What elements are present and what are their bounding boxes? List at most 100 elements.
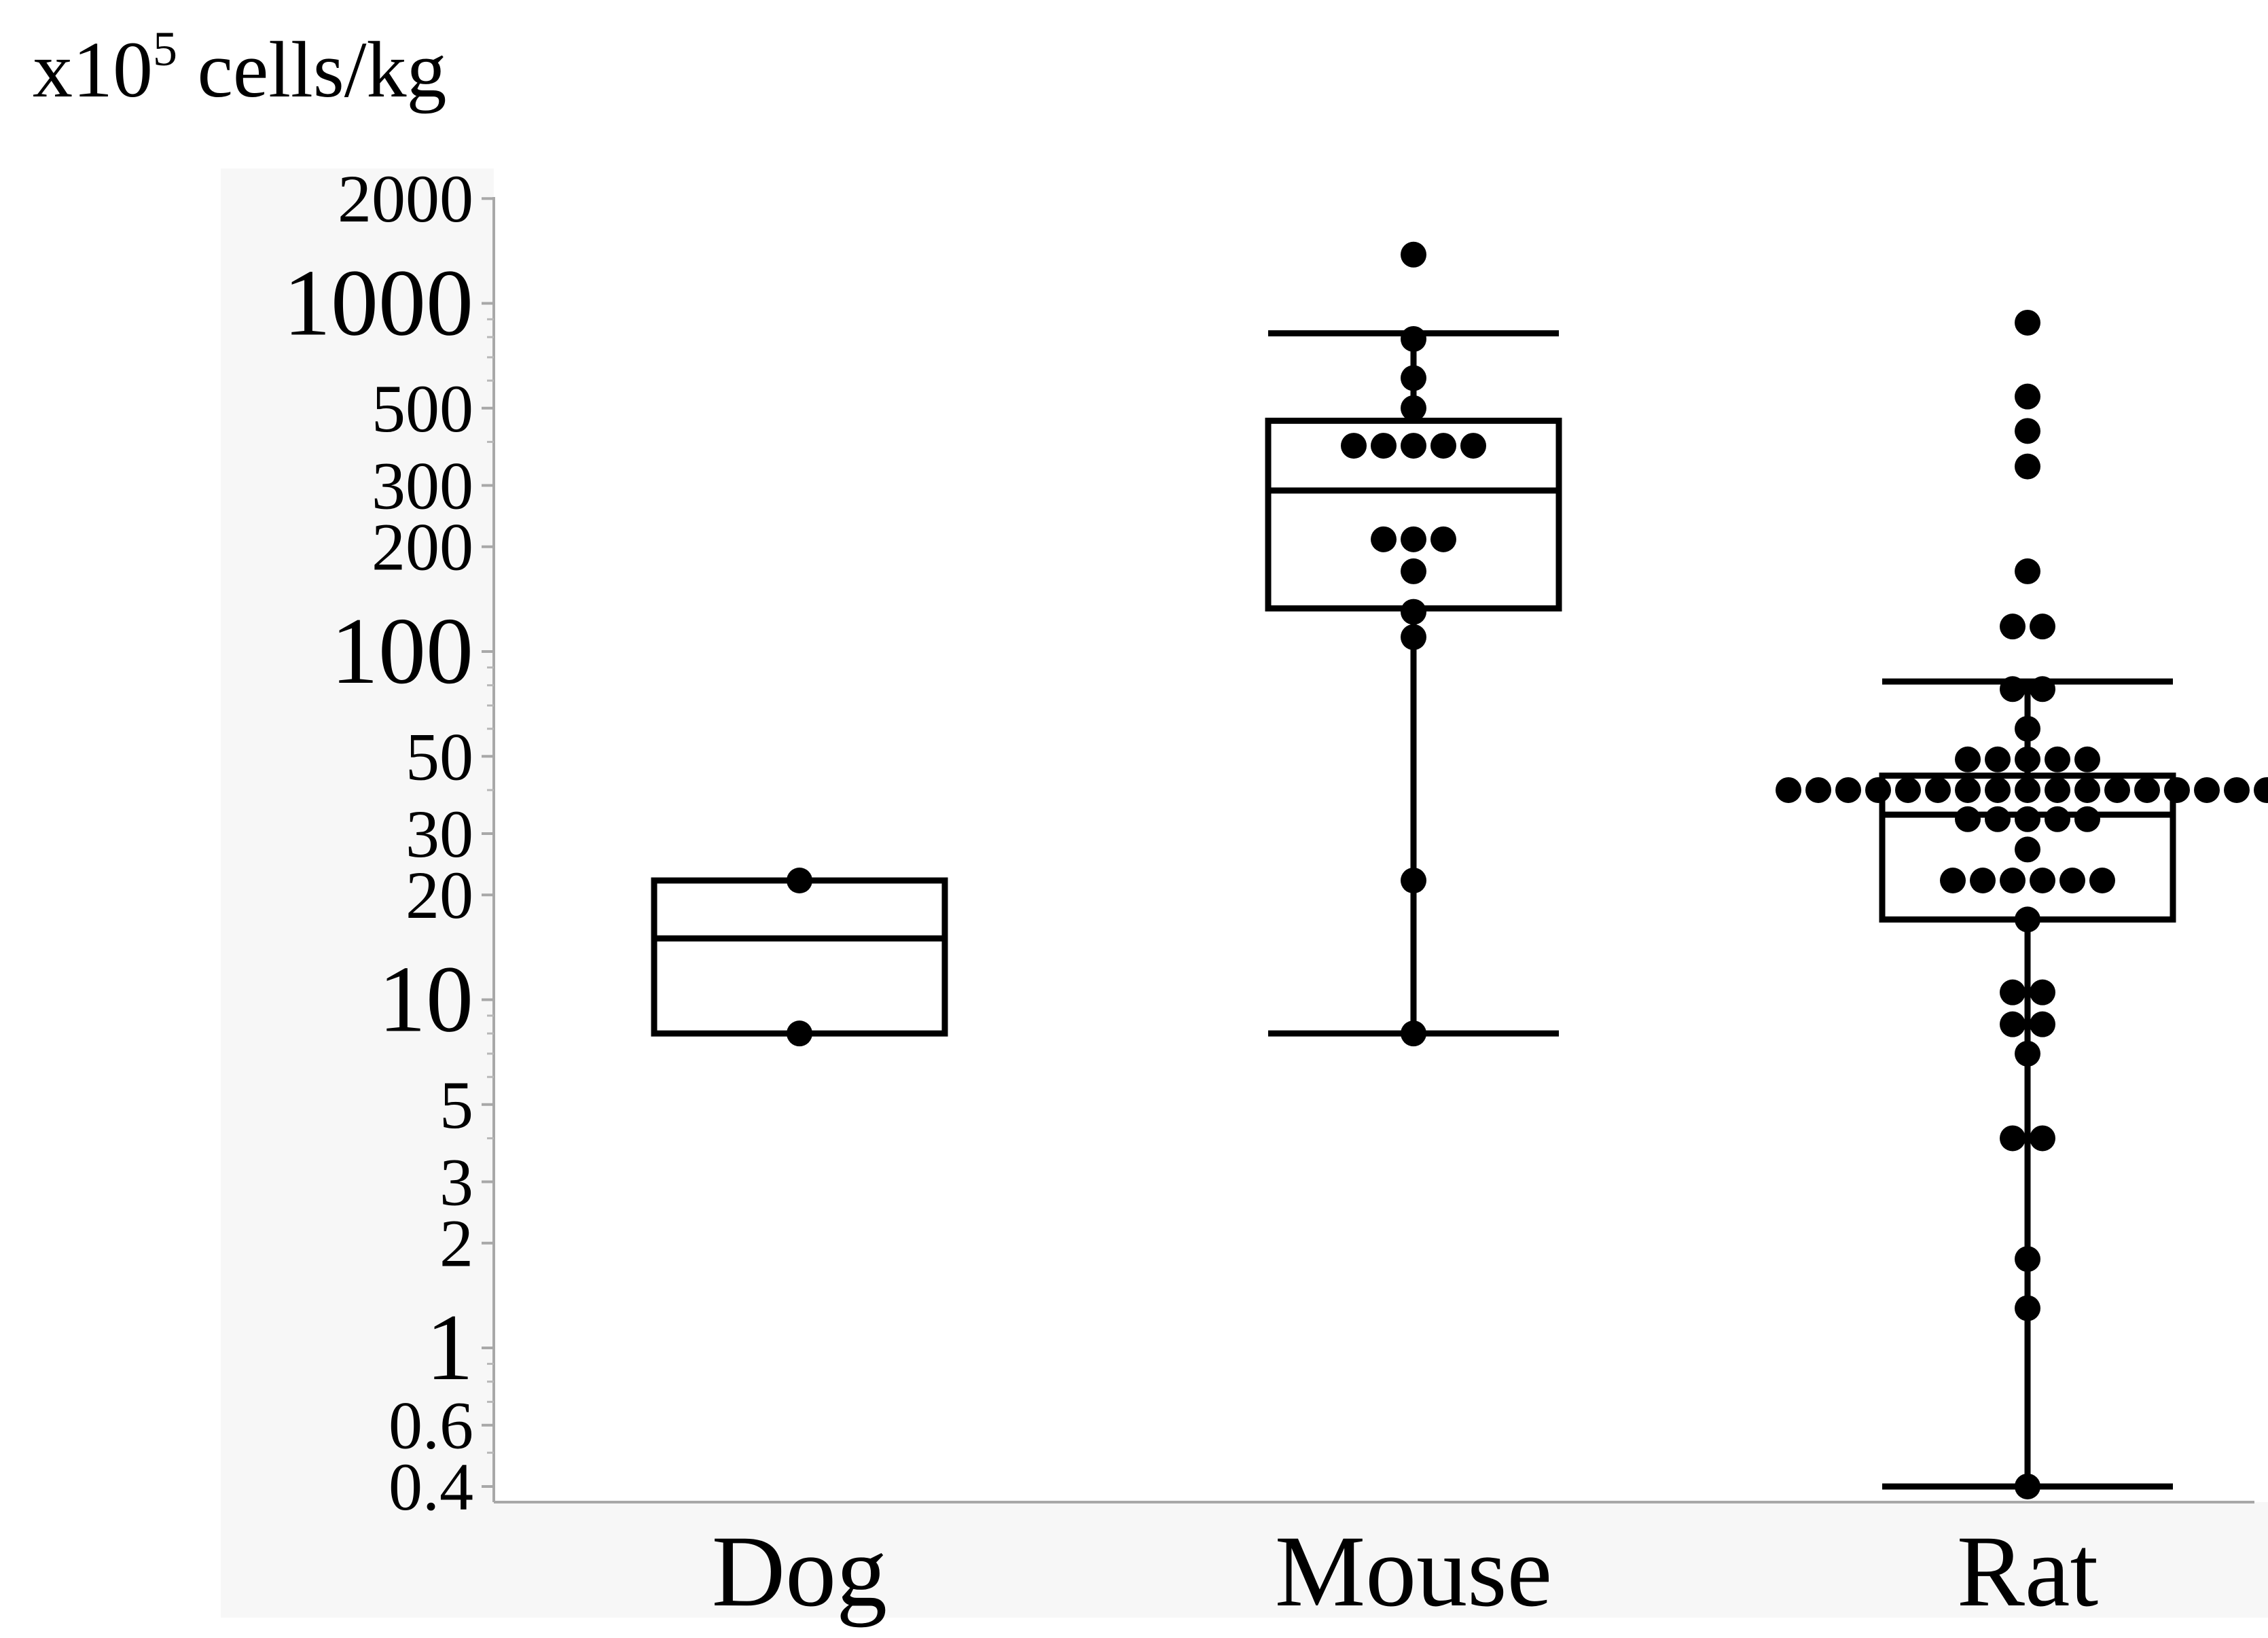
data-point	[2000, 979, 2026, 1005]
unit-exponent: 5	[153, 22, 177, 76]
y-tick-label: 3	[439, 1144, 473, 1219]
data-point	[2030, 613, 2055, 640]
y-tick-label: 1	[426, 1295, 473, 1400]
data-point	[1401, 526, 1426, 552]
data-point	[2015, 806, 2040, 832]
data-point	[2089, 868, 2115, 894]
data-point	[2015, 383, 2040, 410]
y-tick-label: 1000	[283, 251, 473, 356]
box-group-mouse	[1265, 241, 1562, 1047]
data-point	[2000, 1011, 2026, 1037]
data-point	[2015, 777, 2040, 803]
data-point	[1925, 777, 1951, 803]
data-point	[1430, 526, 1456, 552]
data-point	[1401, 599, 1426, 625]
data-point	[2254, 777, 2268, 803]
y-tick-label: 500	[372, 371, 473, 446]
data-point	[2030, 1011, 2055, 1037]
data-point	[1401, 325, 1426, 352]
data-point	[1895, 777, 1921, 803]
category-label-mouse: Mouse	[1275, 1515, 1552, 1628]
data-point	[1341, 433, 1367, 459]
data-point	[1401, 365, 1426, 391]
data-point	[2030, 868, 2055, 894]
data-point	[2045, 746, 2070, 772]
data-point	[787, 1020, 812, 1047]
data-point	[2000, 676, 2026, 702]
data-point	[2045, 777, 2070, 803]
y-tick-label: 0.6	[389, 1388, 473, 1463]
y-tick-label: 200	[372, 510, 473, 585]
data-point	[2015, 1040, 2040, 1067]
data-point	[2134, 777, 2160, 803]
data-point	[2074, 806, 2100, 832]
data-point	[2015, 453, 2040, 480]
data-point	[2015, 1246, 2040, 1272]
data-point	[1776, 777, 1801, 803]
data-point	[2104, 777, 2130, 803]
data-point	[2164, 777, 2190, 803]
data-point	[787, 868, 812, 894]
data-point	[1401, 395, 1426, 421]
data-point	[2059, 868, 2085, 894]
y-axis-unit-label: x105 cells/kg	[33, 22, 447, 114]
data-point	[1955, 806, 1981, 832]
data-point	[2015, 836, 2040, 863]
data-point	[2074, 777, 2100, 803]
data-point	[1401, 624, 1426, 650]
data-point	[1985, 746, 2011, 772]
data-point	[2015, 1295, 2040, 1321]
y-tick-label: 2000	[338, 161, 473, 236]
data-point	[1371, 526, 1397, 552]
data-point	[2015, 715, 2040, 742]
data-point	[1805, 777, 1831, 803]
y-tick-label: 10	[378, 947, 473, 1052]
data-point	[2045, 806, 2070, 832]
data-point	[1371, 433, 1397, 459]
data-point	[2030, 676, 2055, 702]
box-group-rat	[1776, 309, 2268, 1499]
data-point	[1430, 433, 1456, 459]
box-iqr	[651, 877, 948, 1037]
data-point	[1955, 777, 1981, 803]
y-tick-label: 5	[439, 1067, 473, 1143]
data-point	[1985, 777, 2011, 803]
data-point	[1460, 433, 1486, 459]
x-axis-category-labels: Dog Mouse Rat	[712, 1515, 2098, 1628]
data-point	[1940, 868, 1966, 894]
data-point	[2224, 777, 2250, 803]
data-point	[1401, 1020, 1426, 1047]
data-point	[2015, 558, 2040, 584]
data-point	[1985, 806, 2011, 832]
data-point	[2015, 746, 2040, 772]
data-point	[1865, 777, 1891, 803]
data-point	[2074, 746, 2100, 772]
y-tick-label: 30	[406, 796, 473, 872]
data-point	[2030, 1125, 2055, 1152]
data-point	[1955, 746, 1981, 772]
data-point	[2015, 418, 2040, 444]
data-point	[2194, 777, 2220, 803]
data-point	[2000, 613, 2026, 640]
data-point	[2000, 1125, 2026, 1152]
y-tick-label: 100	[331, 599, 473, 704]
data-point	[2015, 1473, 2040, 1499]
y-tick-label: 50	[406, 719, 473, 794]
category-label-rat: Rat	[1957, 1515, 2098, 1628]
data-point	[1401, 433, 1426, 459]
data-point	[1401, 868, 1426, 894]
data-point	[1401, 241, 1426, 268]
data-point	[2015, 309, 2040, 336]
data-point	[2015, 906, 2040, 933]
data-point	[1401, 558, 1426, 584]
data-point	[2000, 868, 2026, 894]
y-tick-label: 20	[406, 857, 473, 933]
y-tick-label: 2	[439, 1206, 473, 1281]
data-point	[1970, 868, 1996, 894]
y-tick-label: 0.4	[389, 1449, 473, 1525]
category-label-dog: Dog	[712, 1515, 887, 1628]
y-tick-label: 300	[372, 448, 473, 523]
box-group-dog	[651, 868, 948, 1047]
